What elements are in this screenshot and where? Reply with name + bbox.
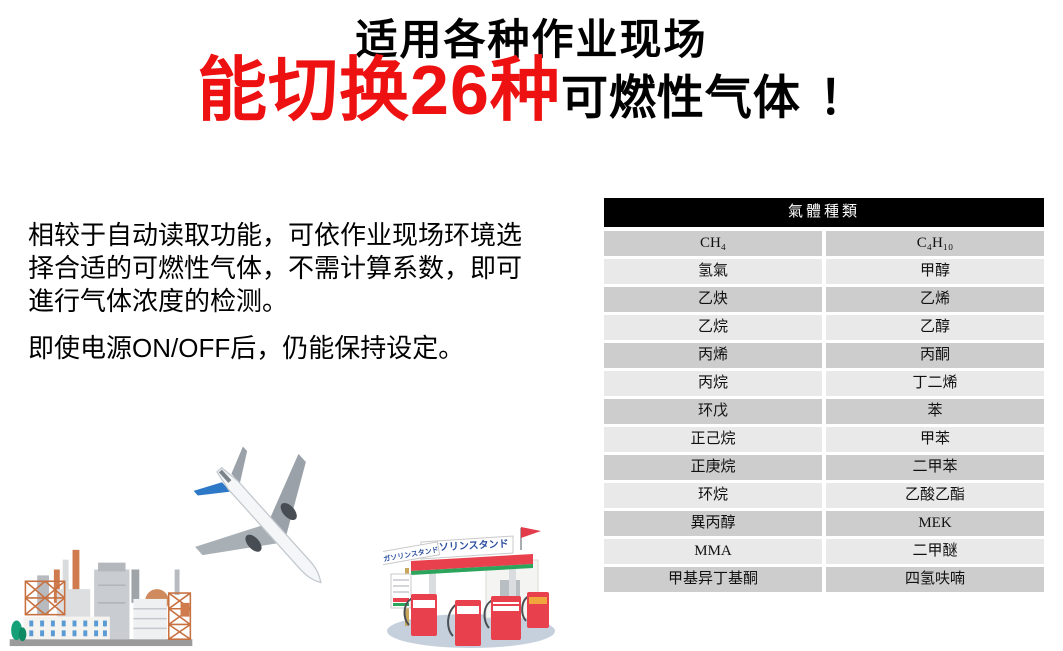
gas-cell: 正己烷 — [604, 427, 822, 452]
gas-cell: 甲苯 — [826, 427, 1044, 452]
gas-cell: 乙烯 — [826, 287, 1044, 312]
gas-table-body: CH₄ C₄H₁₀ 氢氣 甲醇 乙炔 乙烯 乙烷 乙醇 丙烯 丙酮 丙烷 丁二烯 环戊苯正己烷 甲苯 正庚烷… — [604, 231, 1044, 592]
factory-illustration — [9, 549, 193, 647]
gas-cell: 丙烯 — [604, 343, 822, 368]
gas-cell: MMA — [604, 539, 822, 564]
gas-cell: 異丙醇 — [604, 511, 822, 536]
gas-cell: CH₄ — [604, 231, 822, 256]
body-text: 相较于自动读取功能，可依作业现场环境选 择合适的可燃性气体，不需计算系数，即可 … — [28, 219, 588, 379]
windows — [29, 620, 107, 637]
gas-station-illustration: ガソリンスタンド ガソリンスタンド — [383, 527, 555, 648]
subtitle-red-text: 能切换26种 — [197, 51, 561, 129]
paragraph-1-line-1: 相较于自动读取功能，可依作业现场环境选 — [28, 220, 523, 250]
gas-cell: 丙烷 — [604, 371, 822, 396]
gas-cell: 乙酸乙酯 — [826, 483, 1044, 508]
paragraph-1-line-3: 進行气体浓度的检测。 — [28, 286, 289, 316]
table-row: 氢氣 甲醇 — [604, 259, 1044, 284]
paragraph-2: 即使电源ON/OFF后，仍能保持设定。 — [28, 332, 588, 365]
gas-cell: 甲基异丁基酮 — [604, 567, 822, 592]
page-subtitle: 能切换26种可燃性气体 ！ — [0, 50, 1063, 131]
truss-tower-left — [24, 580, 66, 616]
gas-cell: C₄H₁₀ — [826, 231, 1044, 256]
subtitle-black-text: 可燃性气体 — [560, 71, 801, 124]
gas-cell: MEK — [826, 511, 1044, 536]
gas-cell: 正庚烷 — [604, 455, 822, 480]
page-title: 适用各种作业现场 — [355, 16, 708, 63]
table-row: 丙烷 丁二烯 — [604, 371, 1044, 396]
gas-cell: 乙醇 — [826, 315, 1044, 340]
table-row: 甲基异丁基酮 四氢呋喃 — [604, 567, 1044, 592]
gas-cell: 氢氣 — [604, 259, 822, 284]
table-row: 环戊苯 — [604, 399, 1044, 424]
gas-cell: 环烷 — [604, 483, 822, 508]
gas-cell: 甲醇 — [826, 259, 1044, 284]
gas-cell: 乙炔 — [604, 287, 822, 312]
table-row: CH₄ C₄H₁₀ — [604, 231, 1044, 256]
paragraph-1-line-2: 择合适的可燃性气体，不需计算系数，即可 — [28, 253, 523, 283]
airplane-illustration — [193, 446, 322, 584]
gas-cell: 四氢呋喃 — [826, 567, 1044, 592]
gas-cell: 二甲醚 — [826, 539, 1044, 564]
gas-species-table: 氣體種類 CH₄ C₄H₁₀ 氢氣 甲醇 乙炔 乙烯 乙烷 乙醇 丙烯 丙酮 丙烷 丁二烯 环戊苯正己烷… — [604, 198, 1044, 595]
table-row: 环烷 乙酸乙酯 — [604, 483, 1044, 508]
table-row: 丙烯 丙酮 — [604, 343, 1044, 368]
flag-icon — [521, 527, 541, 538]
paragraph-2-line-1: 即使电源ON/OFF后，仍能保持设定。 — [28, 333, 465, 363]
table-header: 氣體種類 — [604, 198, 1044, 227]
fuel-pumps — [403, 592, 549, 646]
subtitle-exclamation: ！ — [818, 71, 866, 124]
table-row: 乙炔 乙烯 — [604, 287, 1044, 312]
gas-cell: 丙酮 — [826, 343, 1044, 368]
table-row: 乙烷 乙醇 — [604, 315, 1044, 340]
gas-cell: 苯 — [826, 399, 1044, 424]
table-row: 正己烷 甲苯 — [604, 427, 1044, 452]
gas-cell: 丁二烯 — [826, 371, 1044, 396]
table-row: 異丙醇 MEK — [604, 511, 1044, 536]
gas-cell: 乙烷 — [604, 315, 822, 340]
gas-cell: 二甲苯 — [826, 455, 1044, 480]
gas-cell: 环戊 — [604, 399, 822, 424]
table-row: MMA 二甲醚 — [604, 539, 1044, 564]
canopy-sign-text: ガソリンスタンド — [428, 537, 508, 554]
paragraph-1: 相较于自动读取功能，可依作业现场环境选 择合适的可燃性气体，不需计算系数，即可 … — [28, 219, 588, 318]
table-row: 正庚烷 二甲苯 — [604, 455, 1044, 480]
